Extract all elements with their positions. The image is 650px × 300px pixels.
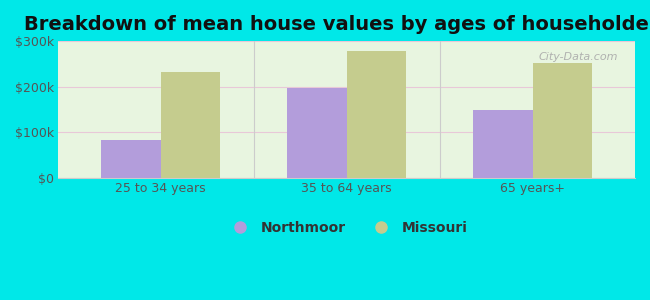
Bar: [473, 110, 533, 178]
Bar: [101, 140, 161, 178]
Title: Breakdown of mean house values by ages of householders: Breakdown of mean house values by ages o…: [23, 15, 650, 34]
Legend: Northmoor, Missouri: Northmoor, Missouri: [220, 215, 473, 240]
Text: City-Data.com: City-Data.com: [538, 52, 617, 62]
Bar: [346, 51, 406, 178]
Bar: [287, 88, 346, 178]
Bar: [533, 63, 592, 178]
Bar: [161, 72, 220, 178]
